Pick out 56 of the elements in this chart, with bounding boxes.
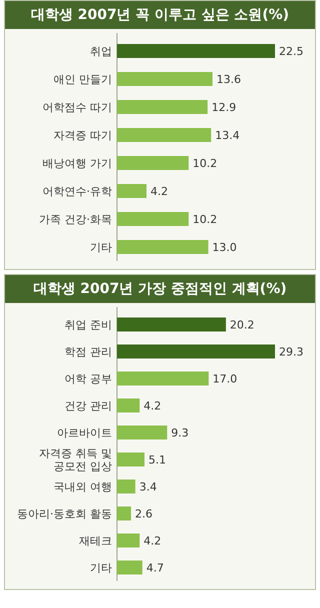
bar: [117, 44, 275, 58]
data-label: 4.2: [150, 185, 168, 198]
bar: [117, 240, 208, 254]
y-tick-label: 기타: [90, 562, 112, 574]
y-tick-label: 건강 관리: [64, 400, 112, 412]
data-label: 9.3: [171, 426, 189, 440]
data-label: 3.4: [139, 480, 157, 494]
data-label: 29.3: [279, 346, 304, 358]
data-label: 13.4: [215, 129, 240, 142]
bar: [117, 480, 136, 494]
data-label: 20.2: [230, 318, 254, 332]
y-tick-label: 어학 공부: [64, 372, 112, 386]
bar: [117, 100, 208, 114]
bar: [117, 318, 226, 332]
y-tick-label: 가족 건강·화목: [39, 213, 112, 226]
data-label: 13.0: [212, 241, 237, 254]
bar: [117, 344, 275, 358]
bar: [117, 506, 132, 520]
data-label: 4.2: [144, 400, 162, 412]
chart-title: 대학생 2007년 꼭 이루고 싶은 소원(%): [5, 1, 315, 29]
bar: [117, 184, 146, 198]
y-tick-label: 자격증 취득 및 공모전 입상: [39, 447, 112, 473]
data-label: 5.1: [148, 454, 166, 466]
data-label: 4.2: [144, 534, 162, 548]
y-tick-label: 어학점수 따기: [42, 101, 112, 114]
y-tick-label: 학점 관리: [64, 346, 112, 358]
bar: [117, 534, 140, 548]
data-label: 2.6: [135, 508, 153, 520]
data-label: 17.0: [212, 372, 238, 386]
data-label: 13.6: [216, 73, 241, 86]
data-label: 12.9: [212, 101, 236, 114]
data-label: 4.7: [146, 562, 164, 574]
bar: [117, 560, 142, 574]
chart-title: 대학생 2007년 가장 중점적인 계획(%): [5, 275, 315, 303]
bar: [117, 426, 168, 440]
data-label: 10.2: [192, 213, 218, 226]
y-tick-label: 기타: [90, 241, 112, 254]
y-tick-label: 자격증 따기: [54, 129, 112, 142]
y-tick-label: 재테크: [79, 534, 112, 548]
y-tick-label: 어학연수·유학: [42, 185, 112, 198]
bar: [117, 372, 209, 386]
bar: [117, 212, 189, 226]
data-label: 22.5: [279, 45, 304, 58]
y-tick-label: 배낭여행 가기: [42, 157, 112, 170]
bar: [117, 398, 140, 412]
y-tick-label: 애인 만들기: [54, 73, 112, 86]
y-tick-label: 동아리·동호회 활동: [17, 508, 112, 520]
data-label: 10.2: [192, 157, 218, 170]
bar: [117, 156, 189, 170]
y-tick-label: 국내외 여행: [54, 480, 112, 494]
y-tick-label: 취업 준비: [64, 318, 112, 332]
y-tick-label: 아르바이트: [57, 426, 112, 440]
bar: [117, 72, 212, 86]
y-tick-label: 취업: [90, 45, 112, 58]
bar: [117, 128, 212, 142]
bar: [117, 452, 144, 466]
